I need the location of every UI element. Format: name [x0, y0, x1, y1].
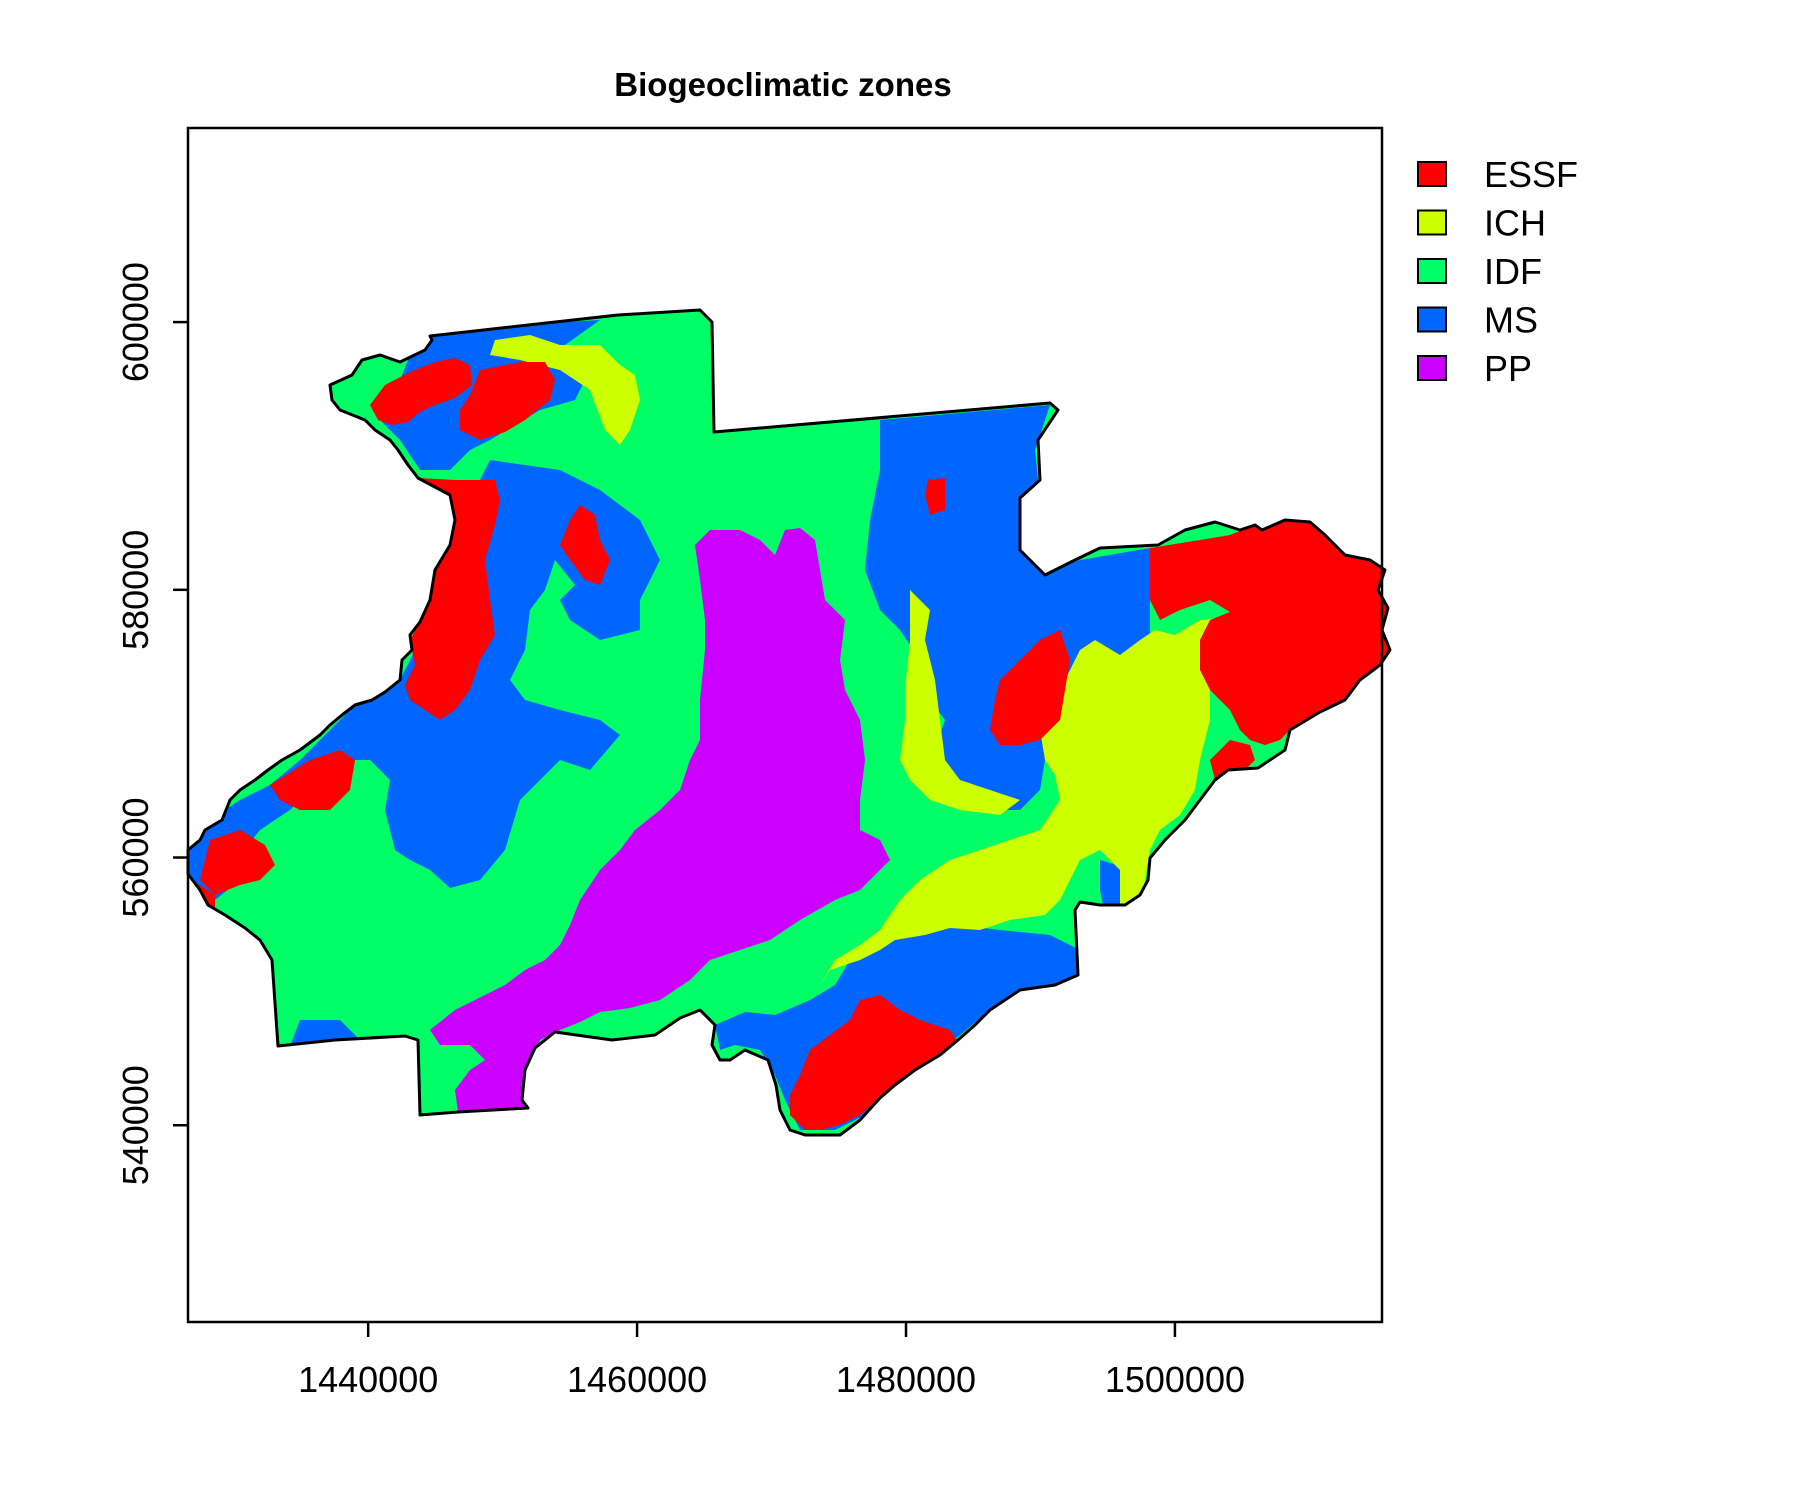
- zone-essf-area: [460, 362, 555, 440]
- legend-item-essf: ESSF: [1417, 154, 1578, 195]
- legend-swatch: [1417, 306, 1447, 333]
- y-tick-label: 540000: [115, 1065, 156, 1185]
- legend-label: ICH: [1484, 203, 1546, 244]
- legend-label: IDF: [1484, 251, 1542, 292]
- legend-item-ich: ICH: [1417, 203, 1546, 244]
- y-tick-label: 600000: [115, 262, 156, 382]
- x-tick-label: 1500000: [1105, 1359, 1245, 1400]
- x-tick-label: 1440000: [298, 1359, 438, 1400]
- y-tick-label: 580000: [115, 530, 156, 650]
- legend: ESSF ICH IDF MS PP: [1417, 154, 1578, 389]
- legend-swatch: [1417, 258, 1447, 284]
- legend-item-pp: PP: [1417, 348, 1532, 389]
- legend-label: PP: [1484, 348, 1532, 389]
- legend-item-idf: IDF: [1417, 251, 1542, 292]
- zone-ich-area: [490, 335, 640, 445]
- zone-essf-area: [560, 505, 610, 585]
- zone-essf-area: [270, 750, 355, 810]
- plot-frame: [186, 126, 1384, 1324]
- legend-swatch: [1417, 355, 1447, 381]
- zone-ich-area: [900, 590, 1020, 815]
- legend-item-ms: MS: [1417, 300, 1538, 341]
- zone-essf-area: [405, 478, 500, 720]
- y-axis: 540000 560000 580000 600000: [115, 262, 188, 1185]
- legend-swatch: [1417, 161, 1447, 187]
- zone-essf-area: [370, 358, 472, 425]
- zone-essf-area: [1150, 520, 1390, 745]
- legend-label: MS: [1484, 300, 1538, 341]
- zone-essf-area: [200, 830, 275, 895]
- chart-title: Biogeoclimatic zones: [614, 66, 951, 103]
- y-tick-label: 560000: [115, 797, 156, 917]
- zone-ich-area: [820, 618, 1225, 985]
- legend-label: ESSF: [1484, 154, 1578, 195]
- zone-essf-area: [790, 995, 960, 1130]
- zone-essf-area: [925, 478, 945, 515]
- zone-pp-area: [430, 528, 890, 1112]
- legend-swatch: [1417, 209, 1447, 236]
- x-tick-label: 1460000: [567, 1359, 707, 1400]
- region-outline: [186, 308, 1392, 1137]
- zone-essf-area: [990, 630, 1070, 745]
- x-axis: 1440000 1460000 1480000 1500000: [298, 1322, 1245, 1400]
- x-tick-label: 1480000: [836, 1359, 976, 1400]
- zone-map: [188, 310, 1390, 1135]
